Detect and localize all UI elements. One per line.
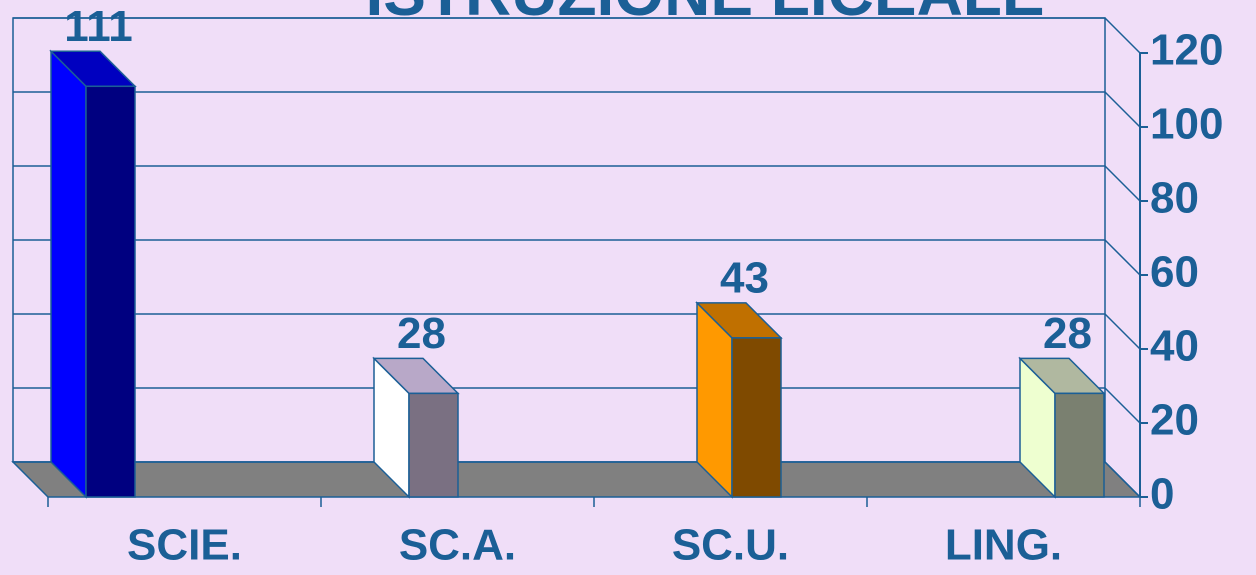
y-tick-connector [1104, 165, 1141, 202]
x-tick-label: SCIE. [127, 521, 242, 570]
bar [85, 85, 136, 498]
y-tick-connector [1104, 239, 1141, 276]
y-tick-label: 40 [1150, 322, 1199, 371]
bar [1054, 392, 1105, 498]
data-label: 28 [397, 309, 446, 358]
chart-title: ISTRUZIONE LICEALE [365, 0, 1044, 29]
y-tick-label: 120 [1150, 26, 1223, 75]
data-label: 43 [720, 254, 769, 303]
bar [731, 337, 782, 498]
data-label: 28 [1043, 309, 1092, 358]
y-tick-connector [1104, 91, 1141, 128]
x-tick-label: LING. [945, 521, 1062, 570]
y-tick-label: 100 [1150, 100, 1223, 149]
y-tick-connector [1104, 387, 1141, 424]
y-tick-label: 60 [1150, 248, 1199, 297]
y-tick-label: 20 [1150, 396, 1199, 445]
y-tick-connector [1104, 17, 1141, 54]
y-tick-label: 80 [1150, 174, 1199, 223]
data-label: 111 [64, 2, 133, 51]
x-tick-label: SC.U. [672, 521, 789, 570]
y-tick-connector [1104, 461, 1141, 498]
y-tick-connector [1104, 313, 1141, 350]
bar-side [50, 49, 87, 499]
floor [11, 461, 1142, 498]
y-tick-label: 0 [1150, 470, 1174, 519]
bar [408, 392, 459, 498]
x-tick-label: SC.A. [399, 521, 516, 570]
